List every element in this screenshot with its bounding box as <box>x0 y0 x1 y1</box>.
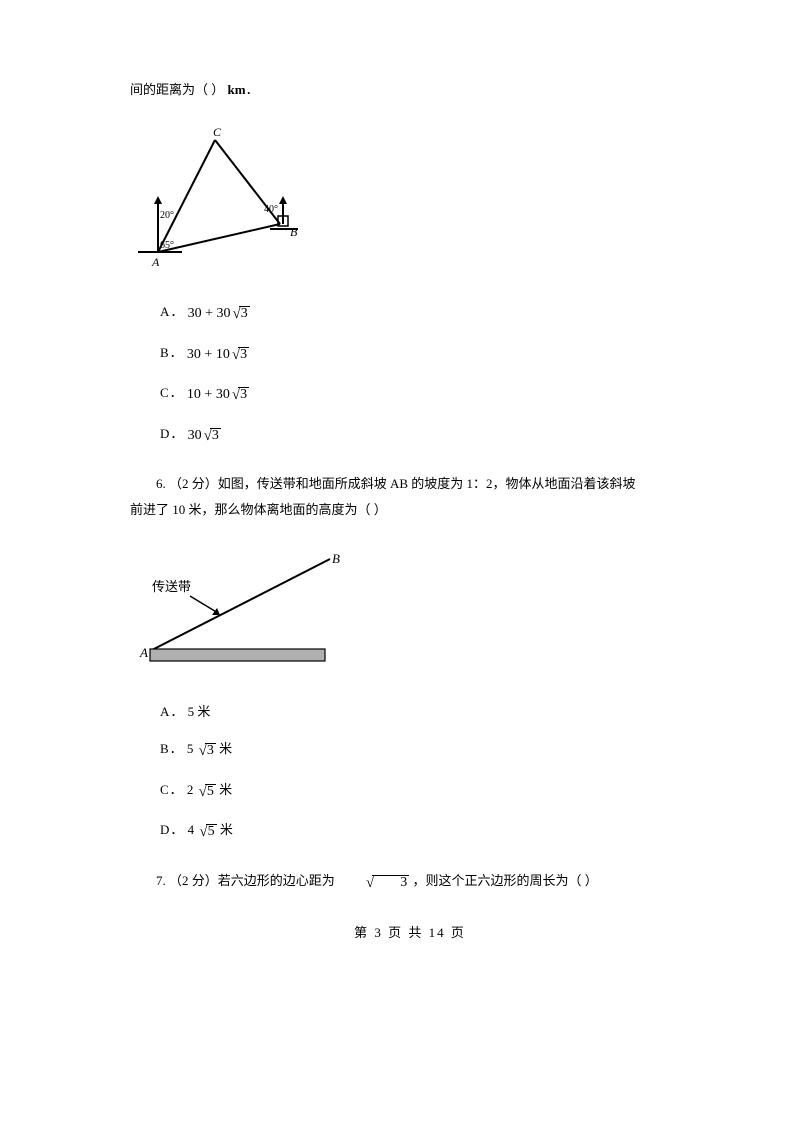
sqrt-icon: √3 <box>231 302 250 325</box>
footer-post: 页 <box>446 925 466 940</box>
footer-mid: 页 共 <box>383 925 429 940</box>
label-b: B <box>290 225 298 239</box>
sqrt-icon: √5 <box>197 780 216 803</box>
option-label: C． <box>160 385 184 400</box>
option-label: C． <box>160 782 184 797</box>
label-a: A <box>151 255 160 269</box>
page-footer: 第 3 页 共 14 页 <box>130 923 690 943</box>
q5-fragment-suffix: ） <box>211 82 224 97</box>
q6-option-a: A． 5 米 <box>160 702 690 722</box>
q7-suffix: ，则这个正六边形的周长为（ ） <box>409 873 598 888</box>
q5-option-b: B． 30 + 10√3 <box>160 343 690 366</box>
footer-total: 14 <box>429 925 446 940</box>
q6-option-b: B． 5 √3 米 <box>160 739 690 762</box>
sqrt-icon: √3 <box>338 871 409 894</box>
q6-option-d: D． 4 √5 米 <box>160 820 690 843</box>
sqrt-icon: √3 <box>230 383 249 406</box>
option-label: D． <box>160 426 184 441</box>
option-label: A． <box>160 304 184 319</box>
q6-stem-line2: 前进了 10 米，那么物体离地面的高度为（ ） <box>130 500 690 520</box>
q5-fragment-prefix: 间的距离为（ <box>130 82 208 97</box>
q6-option-c: C． 2 √5 米 <box>160 780 690 803</box>
option-label: B． <box>160 741 184 756</box>
q5-option-c: C． 10 + 30√3 <box>160 383 690 406</box>
q5-fragment: 间的距离为（ ） km． <box>130 80 690 100</box>
formula-text: 10 + 30 <box>187 387 230 402</box>
option-text-post: 米 <box>217 822 233 837</box>
option-text: 5 米 <box>188 704 211 719</box>
footer-pre: 第 <box>354 925 374 940</box>
q7-prefix: 7. （2 分）若六边形的边心距为 <box>156 873 338 888</box>
formula-text: 30 <box>188 428 202 443</box>
footer-page: 3 <box>374 925 383 940</box>
q6-stem-line1: 6. （2 分）如图，传送带和地面所成斜坡 AB 的坡度为 1：2，物体从地面沿… <box>130 474 690 494</box>
option-label: A． <box>160 704 184 719</box>
option-label: D． <box>160 822 184 837</box>
period: ． <box>246 82 259 97</box>
formula-text: 30 + 10 <box>187 347 230 362</box>
option-text-post: 米 <box>216 741 232 756</box>
option-text-pre: 5 <box>187 741 197 756</box>
option-formula: 10 + 30√3 <box>187 387 249 402</box>
q5-option-d: D． 30√3 <box>160 424 690 447</box>
option-formula: 30 + 10√3 <box>187 347 249 362</box>
label-b: B <box>332 551 340 566</box>
q5-option-a: A． 30 + 30√3 <box>160 302 690 325</box>
angle-40: 40° <box>264 204 278 215</box>
q7-stem: 7. （2 分）若六边形的边心距为 √3 ，则这个正六边形的周长为（ ） <box>130 871 690 894</box>
option-label: B． <box>160 345 184 360</box>
option-text-post: 米 <box>216 782 232 797</box>
sqrt-icon: √3 <box>230 343 249 366</box>
option-formula: 30√3 <box>188 428 221 443</box>
unit-km: km <box>228 82 246 97</box>
angle-20: 20° <box>160 210 174 221</box>
label-belt: 传送带 <box>152 579 191 594</box>
option-formula: 30 + 30√3 <box>188 306 250 321</box>
q5-diagram: C B A 20° 65° 40° <box>130 122 690 278</box>
label-c: C <box>213 125 222 139</box>
sqrt-icon: √5 <box>197 820 216 843</box>
sqrt-icon: √3 <box>197 739 216 762</box>
option-text-pre: 2 <box>187 782 197 797</box>
option-text-pre: 4 <box>188 822 198 837</box>
angle-65: 65° <box>160 240 174 251</box>
q6-diagram: A B 传送带 <box>130 541 690 677</box>
label-a: A <box>139 645 148 660</box>
formula-text: 30 + 30 <box>188 306 231 321</box>
sqrt-icon: √3 <box>202 424 221 447</box>
